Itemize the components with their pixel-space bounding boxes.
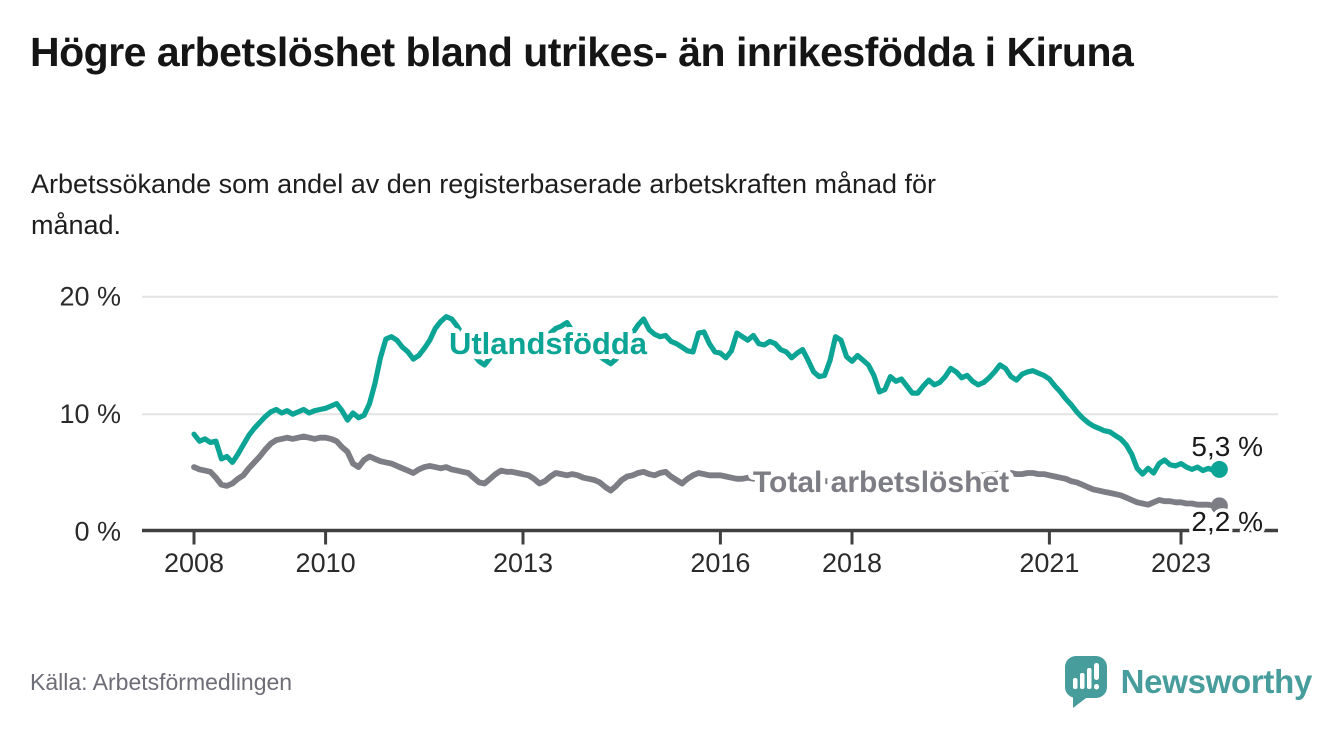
- chart-title: Högre arbetslöshet bland utrikes- än inr…: [30, 29, 1134, 75]
- end-value-label-utlandsfodda: 5,3 %: [1191, 431, 1263, 462]
- newsworthy-logo-text: Newsworthy: [1120, 663, 1313, 700]
- x-axis-label: 2018: [822, 548, 882, 578]
- x-axis-label: 2008: [164, 548, 224, 578]
- x-axis-label: 2010: [296, 548, 356, 578]
- y-axis-label: 0 %: [74, 517, 121, 547]
- newsworthy-logo-icon: [1064, 656, 1107, 708]
- newsworthy-logo: Newsworthy: [1064, 655, 1312, 709]
- y-axis-label: 20 %: [59, 282, 121, 312]
- y-axis-label: 10 %: [59, 399, 121, 429]
- series-label-total: Total arbetslöshet: [753, 466, 1009, 499]
- chart-subtitle: Arbetssökande som andel av den registerb…: [31, 169, 937, 240]
- series-line-total: [191, 433, 1223, 509]
- chart-footer: Källa: Arbetsförmedlingen Newsworthy: [30, 652, 1312, 712]
- x-axis-label: 2016: [690, 548, 750, 578]
- series-line-utlandsfodda: [191, 314, 1223, 477]
- end-value-label-total: 2,2 %: [1191, 506, 1263, 537]
- series-end-dot-total: [1210, 497, 1228, 515]
- x-axis-label: 2013: [493, 548, 553, 578]
- series-label-utlandsfodda: Utlandsfödda: [449, 326, 648, 361]
- x-axis-label: 2023: [1151, 548, 1211, 578]
- x-axis-label: 2021: [1019, 548, 1079, 578]
- series-end-dot-utlandsfodda: [1210, 460, 1228, 478]
- source-note: Källa: Arbetsförmedlingen: [30, 668, 293, 695]
